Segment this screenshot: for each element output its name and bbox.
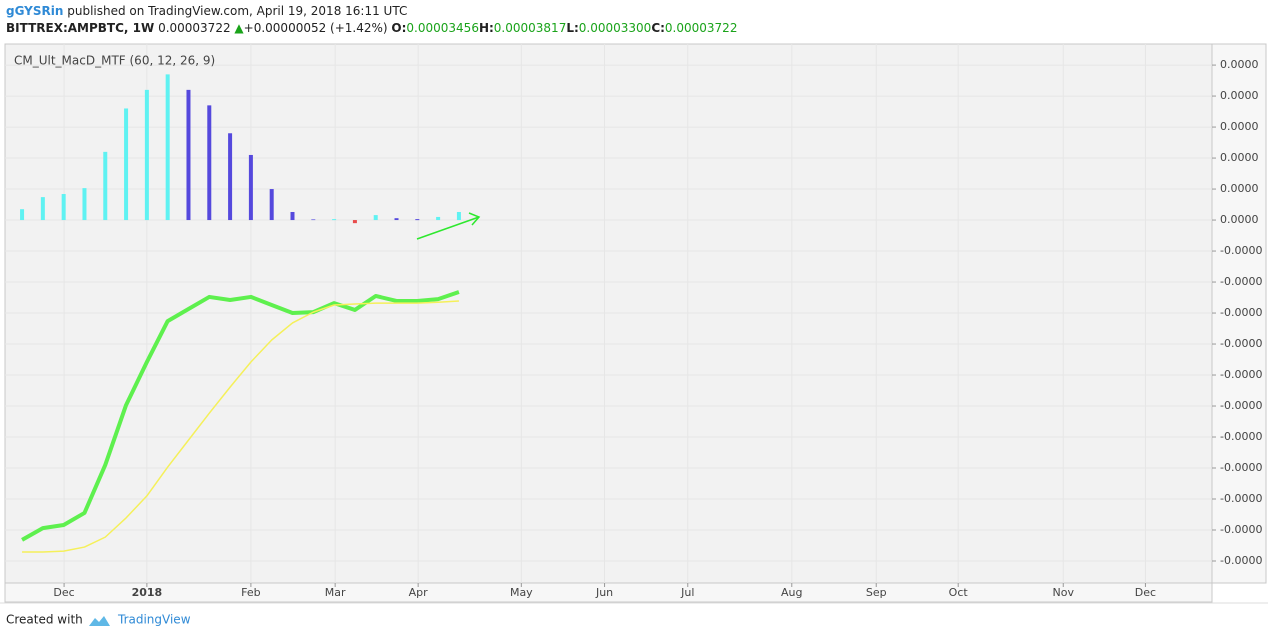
author[interactable]: gGYSRin	[6, 4, 64, 18]
published: published on TradingView.com, April 19, …	[67, 4, 408, 18]
histogram-bar	[248, 154, 253, 221]
y-tick-label: 0.0000	[1220, 120, 1259, 133]
histogram-bar	[415, 219, 420, 221]
x-tick-label: Oct	[949, 586, 969, 599]
x-tick-label: Jun	[595, 586, 613, 599]
y-tick-label: -0.0000	[1220, 368, 1262, 381]
y-tick-label: -0.0000	[1220, 461, 1262, 474]
histogram-bar	[373, 215, 378, 221]
quote-line: BITTREX:AMPBTC, 1W 0.00003722 ▲+0.000000…	[6, 21, 737, 35]
ohlc: O:0.00003456H:0.00003817L:0.00003300C:0.…	[391, 21, 737, 35]
y-tick-label: -0.0000	[1220, 523, 1262, 536]
histogram-bar	[61, 194, 66, 221]
x-tick-label: Apr	[409, 586, 429, 599]
indicator-label: CM_Ult_MacD_MTF (60, 12, 26, 9)	[14, 54, 215, 68]
publish-line: gGYSRin published on TradingView.com, Ap…	[6, 4, 407, 18]
histogram-bar	[290, 211, 295, 221]
ohlc-label: C:	[651, 21, 665, 35]
footer-brand[interactable]: TradingView	[117, 613, 191, 627]
histogram-bar	[228, 133, 233, 221]
y-tick-label: -0.0000	[1220, 337, 1262, 350]
x-tick-label: Sep	[866, 586, 887, 599]
histogram-bar	[82, 188, 87, 221]
x-tick-label: May	[510, 586, 533, 599]
footer-created: Created with	[6, 613, 83, 627]
histogram-bar	[352, 220, 357, 224]
x-tick-label: Nov	[1053, 586, 1075, 599]
histogram-bar	[124, 108, 129, 221]
up-arrow: ▲	[234, 21, 244, 35]
last: 0.00003722	[158, 21, 231, 35]
x-tick-label: Mar	[325, 586, 346, 599]
y-tick-label: -0.0000	[1220, 430, 1262, 443]
y-tick-label: 0.0000	[1220, 182, 1259, 195]
y-tick-label: -0.0000	[1220, 244, 1262, 257]
y-tick-label: -0.0000	[1220, 554, 1262, 567]
ohlc-value: 0.00003817	[493, 21, 567, 35]
x-tick-label: Aug	[781, 586, 802, 599]
x-tick-label: 2018	[132, 586, 163, 599]
line-series	[22, 300, 459, 553]
histogram-bar	[456, 211, 461, 221]
ohlc-label: L:	[566, 21, 579, 35]
histogram-bar	[186, 89, 191, 221]
x-tick-label: Dec	[1135, 586, 1156, 599]
ohlc-label: H:	[478, 21, 494, 35]
price-axis	[1211, 43, 1267, 584]
histogram-bar	[40, 197, 45, 221]
histogram-bar	[144, 89, 149, 221]
ohlc-label: O:	[391, 21, 407, 35]
histogram-bar	[207, 105, 212, 221]
line-series	[21, 290, 460, 542]
x-tick-label: Jul	[680, 586, 694, 599]
y-tick-label: -0.0000	[1220, 492, 1262, 505]
y-tick-label: 0.0000	[1220, 89, 1259, 102]
grid: 0.0000 0.0000 0.0000 0.0000 0.0000 0.0000 -0.0…	[5, 44, 1262, 599]
y-tick-label: 0.0000	[1220, 58, 1259, 71]
histogram-bar	[394, 218, 399, 221]
histogram-bar	[165, 74, 170, 221]
time-axis	[4, 582, 1213, 603]
ohlc-value: 0.00003456	[406, 21, 479, 35]
histogram-bar	[436, 216, 441, 221]
histogram-bar	[311, 219, 316, 221]
annotation-arrow	[416, 212, 481, 240]
y-tick-label: 0.0000	[1220, 213, 1259, 226]
y-tick-label: -0.0000	[1220, 399, 1262, 412]
histogram-bar	[20, 209, 25, 221]
symbol: BITTREX:AMPBTC, 1W	[6, 21, 155, 35]
change: +0.00000052 (+1.42%)	[243, 21, 388, 35]
x-tick-label: Feb	[241, 586, 260, 599]
histogram-bar	[269, 189, 274, 221]
ohlc-value: 0.00003300	[578, 21, 652, 35]
histogram-bar	[103, 151, 108, 221]
y-tick-label: 0.0000	[1220, 151, 1259, 164]
ohlc-value: 0.00003722	[664, 21, 738, 35]
marks	[20, 74, 461, 553]
y-tick-label: -0.0000	[1220, 306, 1262, 319]
x-tick-label: Dec	[53, 586, 74, 599]
y-tick-label: -0.0000	[1220, 275, 1262, 288]
brand-logo[interactable]	[89, 616, 110, 626]
histogram-bar	[332, 219, 337, 221]
